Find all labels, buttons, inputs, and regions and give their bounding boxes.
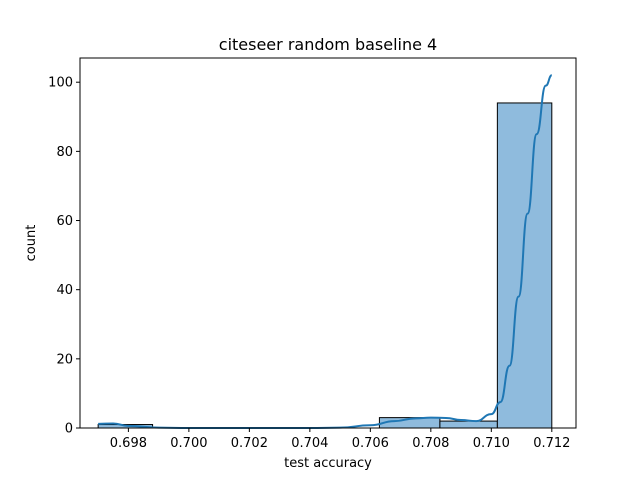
x-tick-label: 0.712 [533,436,570,451]
x-tick-label: 0.702 [231,436,268,451]
plot-frame [79,57,577,429]
y-tick-label: 20 [56,352,73,367]
y-ticks: 0 20 40 60 80 100 [48,76,80,437]
kde-curve [98,74,553,429]
x-tick-label: 0.710 [473,436,510,451]
axes-group [79,57,577,429]
x-ticks: 0.698 0.700 0.702 0.704 0.706 0.708 0.710 0.712 [110,428,570,451]
y-tick-label: 80 [56,145,73,160]
y-axis-label: count [24,225,39,262]
x-tick-label: 0.700 [170,436,207,451]
x-tick-label: 0.704 [291,436,328,451]
x-tick-label: 0.708 [412,436,449,451]
y-tick-label: 40 [56,283,73,298]
y-tick-label: 60 [56,214,73,229]
chart-title: citeseer random baseline 4 [219,35,437,54]
x-tick-label: 0.706 [352,436,389,451]
x-axis-label: test accuracy [284,456,372,471]
y-tick-label: 0 [65,422,73,437]
histogram-bar-6 [439,420,498,429]
x-tick-label: 0.698 [110,436,147,451]
bars-group [97,102,553,429]
y-tick-label: 100 [48,76,73,91]
